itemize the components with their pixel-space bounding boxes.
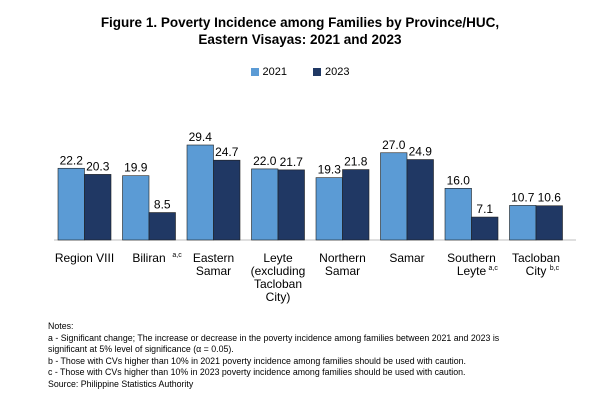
legend-swatch-2021	[250, 68, 259, 76]
chart-title: Figure 1. Poverty Incidence among Famili…	[0, 14, 600, 48]
bar-2021-1	[122, 175, 150, 241]
category-label-3-2: Tacloban	[254, 277, 302, 291]
value-label-2021-5: 27.0	[382, 138, 406, 152]
category-label-6-1: Leyte	[457, 264, 487, 278]
legend-swatch-2023	[313, 68, 321, 76]
bar-2021-2	[186, 144, 214, 241]
value-label-2021-6: 16.0	[447, 173, 471, 187]
category-label-4-1: Samar	[325, 264, 360, 278]
bar-2021-0	[57, 167, 85, 241]
bar-2023-0	[84, 174, 112, 241]
category-label-2-0: Eastern	[193, 251, 234, 265]
value-label-2023-4: 21.8	[344, 155, 368, 169]
category-label-2-1: Samar	[196, 264, 231, 278]
note-a-line-1: a - Significant change; The increase or …	[48, 332, 500, 343]
value-label-2021-1: 19.9	[124, 161, 148, 175]
bar-2023-3	[277, 169, 305, 241]
bar-2021-7	[509, 205, 537, 241]
value-label-2023-5: 24.9	[409, 145, 433, 159]
source-note: Source: Philippine Statistics Authority	[48, 378, 194, 389]
category-label-1-0: Biliran	[132, 251, 165, 265]
value-label-2021-2: 29.4	[189, 130, 213, 144]
category-label-3-1: (excluding	[251, 264, 306, 278]
bar-2023-2	[213, 159, 241, 241]
chart-title-line-2: Eastern Visayas: 2021 and 2023	[198, 32, 402, 47]
category-label-0-0: Region VIII	[55, 251, 114, 265]
legend-item-2021: 2021	[250, 66, 287, 78]
note-a-line-2: significant at 5% level of significance …	[48, 344, 234, 355]
category-footnote-6: a,c	[489, 265, 499, 272]
category-label-3-3: City)	[266, 290, 291, 304]
value-label-2023-2: 24.7	[215, 145, 239, 159]
category-label-5-0: Samar	[389, 251, 424, 265]
value-label-2023-0: 20.3	[86, 159, 110, 173]
bar-2023-6	[471, 216, 499, 241]
category-label-6-0: Southern	[447, 251, 496, 265]
bar-2021-4	[315, 177, 343, 241]
value-label-2023-6: 7.1	[476, 202, 493, 216]
bar-chart: 22.2 20.3 Region VIII 19.9 8.5 Biliran a,c 29.4…	[54, 130, 576, 304]
legend-label-2023: 2023	[325, 66, 350, 78]
value-label-2021-0: 22.2	[60, 153, 84, 167]
note-b: b - Those with CVs higher than 10% in 20…	[48, 355, 466, 366]
note-c: c - Those with CVs higher than 10% in 20…	[48, 367, 466, 378]
bar-2021-6	[444, 187, 472, 241]
category-label-4-0: Northern	[319, 251, 366, 265]
category-label-7-0: Tacloban	[512, 251, 560, 265]
value-label-2021-4: 19.3	[318, 163, 342, 177]
value-label-2023-3: 21.7	[280, 155, 304, 169]
category-label-7-1: City	[526, 264, 547, 278]
bar-2023-1	[148, 212, 176, 241]
bar-2023-7	[535, 205, 563, 241]
bar-2021-5	[380, 152, 408, 241]
category-footnote-7: b,c	[550, 265, 560, 272]
legend-item-2023: 2023	[313, 66, 349, 78]
value-label-2023-7: 10.6	[538, 191, 562, 205]
bar-2023-5	[406, 159, 434, 241]
value-label-2021-7: 10.7	[511, 190, 535, 204]
chart-title-line-1: Figure 1. Poverty Incidence among Famili…	[100, 15, 500, 30]
notes-heading: Notes:	[48, 321, 74, 331]
value-label-2021-3: 22.0	[253, 154, 277, 168]
chart-notes: Notes: a - Significant change; The incre…	[48, 321, 588, 391]
legend-label-2021: 2021	[262, 66, 287, 78]
chart-legend: 2021 2023	[0, 66, 600, 78]
category-label-3-0: Leyte	[263, 251, 293, 265]
bar-2021-3	[251, 168, 279, 241]
value-label-2023-1: 8.5	[154, 198, 171, 212]
category-footnote-1: a,c	[172, 252, 182, 259]
bar-2023-4	[342, 169, 370, 241]
